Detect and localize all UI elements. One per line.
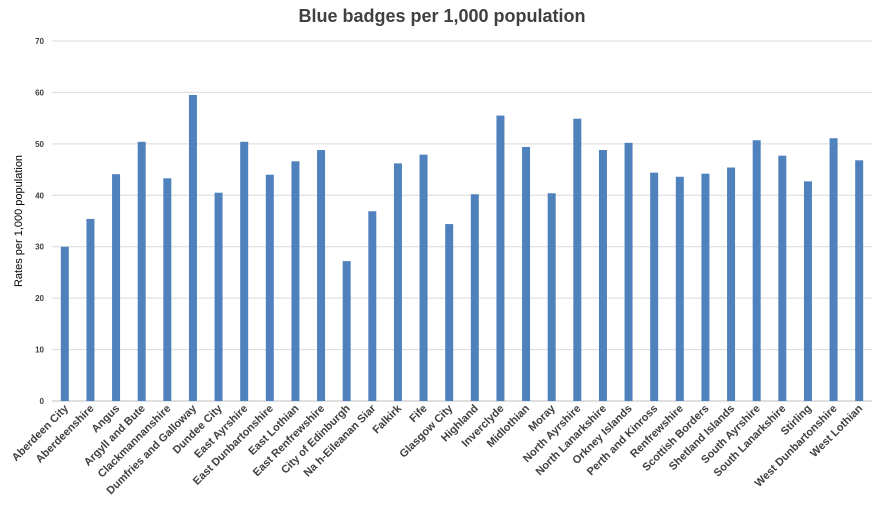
x-tick-label: Falkirk [370, 402, 404, 436]
bar [419, 154, 428, 401]
y-tick-label: 30 [35, 243, 44, 252]
y-tick-label: 50 [35, 140, 44, 149]
x-tick-label: Fife [407, 403, 429, 425]
y-tick-label: 70 [35, 37, 44, 46]
bar [240, 141, 249, 402]
bar [368, 211, 377, 401]
y-tick-label: 20 [35, 294, 44, 303]
bar [188, 95, 197, 401]
bar [470, 194, 479, 401]
bar [829, 138, 838, 401]
bar [342, 261, 351, 401]
bar [522, 146, 531, 401]
bar [445, 224, 454, 401]
bar [573, 118, 582, 402]
bar [624, 142, 633, 402]
bar [265, 174, 274, 401]
bar [60, 246, 69, 401]
bar [317, 150, 326, 401]
y-tick-label: 10 [35, 346, 44, 355]
bar [547, 193, 556, 401]
bar [752, 140, 761, 401]
bar [163, 178, 172, 401]
y-tick-label: 60 [35, 88, 44, 97]
chart-title: Blue badges per 1,000 population [298, 6, 586, 26]
y-tick-label: 40 [35, 191, 44, 200]
bar [137, 141, 146, 402]
bar [393, 163, 402, 401]
y-tick-label: 0 [40, 397, 45, 406]
bar [803, 181, 812, 401]
bar [701, 173, 710, 401]
bar [598, 150, 607, 401]
bar [291, 161, 300, 401]
bar [650, 172, 659, 401]
bar [214, 192, 223, 401]
bar [675, 176, 684, 401]
bar [778, 155, 787, 401]
bar [496, 115, 505, 402]
y-axis-label: Rates per 1,000 population [13, 155, 25, 287]
bar [727, 167, 736, 401]
bar [86, 218, 95, 401]
bar [855, 160, 864, 401]
bar [112, 174, 121, 401]
